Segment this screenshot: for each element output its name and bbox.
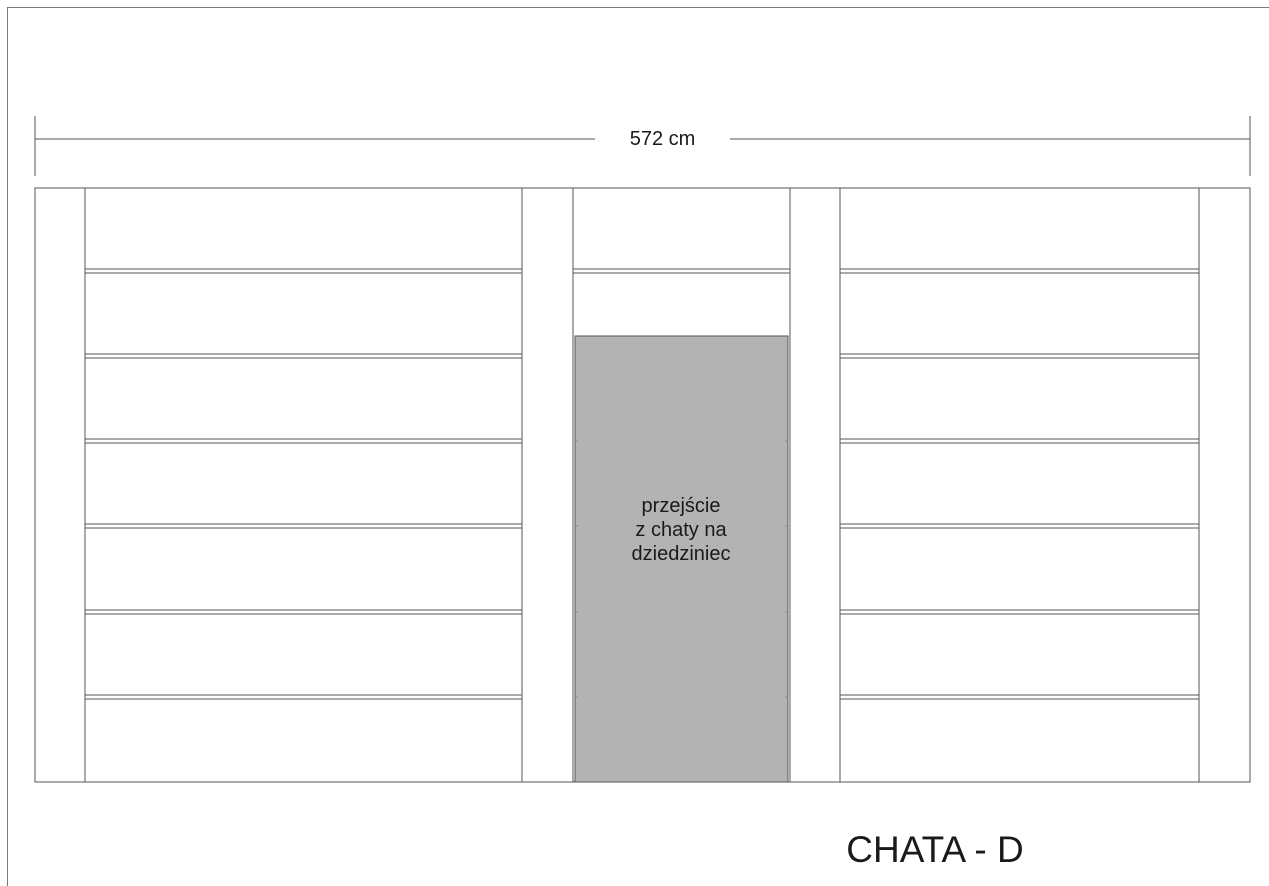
drawing-title: CHATA - D (846, 829, 1024, 870)
door-label-line-3: dziedziniec (631, 543, 731, 565)
dimension-label: 572 cm (595, 124, 730, 154)
door-seam-ticks (575, 440, 788, 698)
log-seams (85, 268, 1199, 700)
door-label-line-2: z chaty na (635, 519, 727, 541)
dimension-line (34, 116, 1251, 176)
wall-posts (84, 188, 1200, 782)
door-label: przejście z chaty na dziedziniec (575, 494, 787, 566)
page-frame-left-edge (7, 7, 8, 886)
door-opening (574, 335, 789, 783)
door-label-line-1: przejście (641, 495, 721, 517)
page-frame-top-edge (7, 7, 1269, 8)
